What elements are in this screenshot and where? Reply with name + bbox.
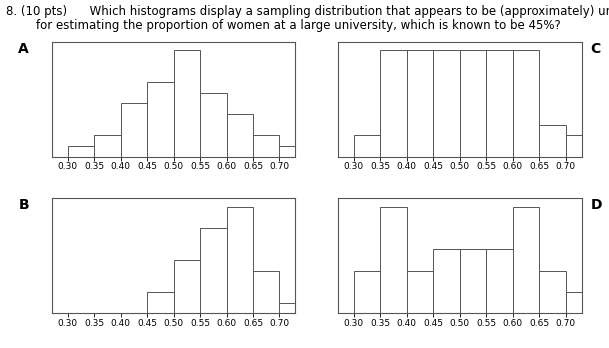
- Text: B: B: [18, 198, 29, 212]
- Bar: [147, 292, 174, 313]
- Bar: [227, 114, 253, 157]
- Text: D: D: [591, 198, 602, 212]
- Bar: [460, 250, 486, 313]
- Bar: [486, 250, 513, 313]
- Bar: [486, 50, 513, 157]
- Bar: [513, 207, 539, 313]
- Bar: [566, 292, 592, 313]
- Bar: [539, 125, 566, 157]
- Bar: [407, 50, 434, 157]
- Bar: [253, 271, 280, 313]
- Text: A: A: [18, 42, 29, 56]
- Bar: [94, 135, 121, 157]
- Text: C: C: [591, 42, 601, 56]
- Bar: [513, 50, 539, 157]
- Bar: [253, 135, 280, 157]
- Bar: [434, 50, 460, 157]
- Bar: [354, 271, 381, 313]
- Bar: [200, 228, 227, 313]
- Bar: [381, 207, 407, 313]
- Text: 8. (10 pts)      Which histograms display a sampling distribution that appears t: 8. (10 pts) Which histograms display a s…: [6, 5, 609, 18]
- Bar: [280, 302, 306, 313]
- Bar: [354, 135, 381, 157]
- Bar: [539, 271, 566, 313]
- Bar: [280, 146, 306, 157]
- Bar: [121, 103, 147, 157]
- Bar: [460, 50, 486, 157]
- Bar: [174, 50, 200, 157]
- Bar: [147, 82, 174, 157]
- Bar: [68, 146, 94, 157]
- Bar: [407, 271, 434, 313]
- Bar: [174, 260, 200, 313]
- Bar: [200, 93, 227, 157]
- Bar: [381, 50, 407, 157]
- Bar: [434, 250, 460, 313]
- Text: for estimating the proportion of women at a large university, which is known to : for estimating the proportion of women a…: [6, 19, 561, 32]
- Bar: [566, 135, 592, 157]
- Bar: [227, 207, 253, 313]
